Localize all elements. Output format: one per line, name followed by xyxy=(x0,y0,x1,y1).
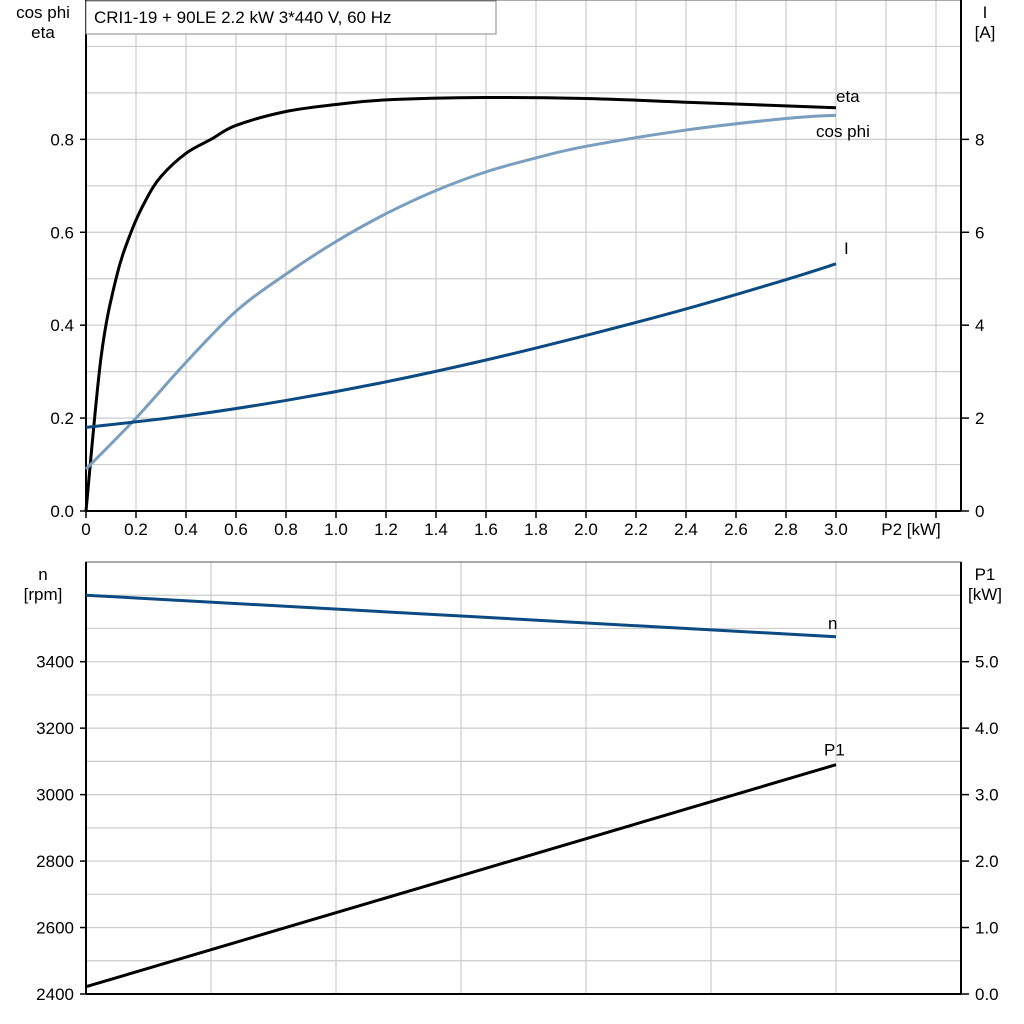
x-tick-label: 2.0 xyxy=(574,520,598,539)
x-tick-label: 0.6 xyxy=(224,520,248,539)
y-right-tick-label: 5.0 xyxy=(975,653,999,672)
y-right-tick-label: 1.0 xyxy=(975,919,999,938)
x-tick-label: 2.4 xyxy=(674,520,698,539)
x-tick-label: 1.4 xyxy=(424,520,448,539)
y-right-tick-label: 8 xyxy=(975,130,984,149)
title-box xyxy=(85,0,497,35)
y-right-tick-label: 4.0 xyxy=(975,719,999,738)
y-right-tick-label: 6 xyxy=(975,223,984,242)
x-tick-label: 2.8 xyxy=(774,520,798,539)
y-left-tick-label: 2600 xyxy=(36,919,74,938)
y-right-tick-label: 4 xyxy=(975,316,984,335)
y-right-axis-label: [kW] xyxy=(968,585,1002,604)
y-left-tick-label: 3200 xyxy=(36,719,74,738)
y-right-axis-label: [A] xyxy=(975,23,996,42)
series-line-n xyxy=(85,593,837,639)
y-left-axis-label: cos phi xyxy=(16,3,70,22)
y-left-tick-label: 0.2 xyxy=(50,409,74,428)
series-label-I: I xyxy=(844,239,849,258)
chart-title: CRI1-19 + 90LE 2.2 kW 3*440 V, 60 Hz xyxy=(94,8,392,27)
y-left-tick-label: 2800 xyxy=(36,852,74,871)
plot-frame xyxy=(85,0,962,512)
y-left-tick-label: 2400 xyxy=(36,985,74,1004)
y-right-tick-label: 3.0 xyxy=(975,786,999,805)
series-line-I xyxy=(85,262,837,429)
y-left-axis-label: n xyxy=(38,565,47,584)
y-left-tick-label: 3000 xyxy=(36,786,74,805)
x-tick-label: 0.2 xyxy=(124,520,148,539)
x-axis-label: P2 [kW] xyxy=(881,520,941,539)
x-tick-label: 0.8 xyxy=(274,520,298,539)
y-right-tick-label: 2.0 xyxy=(975,852,999,871)
y-right-tick-label: 2 xyxy=(975,409,984,428)
series-line-P1 xyxy=(85,763,837,989)
series-label-P1: P1 xyxy=(824,741,845,760)
series-label-cos-phi: cos phi xyxy=(816,122,870,141)
y-right-tick-label: 0 xyxy=(975,502,984,521)
series-line-eta xyxy=(84,95,837,512)
series-label-eta: eta xyxy=(836,87,860,106)
y-left-tick-label: 0.8 xyxy=(50,130,74,149)
y-right-axis-label: I xyxy=(983,3,988,22)
x-tick-label: 1.2 xyxy=(374,520,398,539)
y-left-tick-label: 0.4 xyxy=(50,316,74,335)
y-left-tick-label: 0.6 xyxy=(50,223,74,242)
series-line-cos-phi xyxy=(84,113,837,471)
y-left-tick-label: 0.0 xyxy=(50,502,74,521)
x-tick-label: 0 xyxy=(81,520,90,539)
x-tick-label: 2.6 xyxy=(724,520,748,539)
x-tick-label: 2.2 xyxy=(624,520,648,539)
x-tick-label: 1.6 xyxy=(474,520,498,539)
series-label-n: n xyxy=(828,614,837,633)
y-right-axis-label: P1 xyxy=(975,565,996,584)
x-tick-label: 0.4 xyxy=(174,520,198,539)
y-left-axis-label: eta xyxy=(31,23,55,42)
y-right-tick-label: 0.0 xyxy=(975,985,999,1004)
x-tick-label: 1.8 xyxy=(524,520,548,539)
x-tick-label: 3.0 xyxy=(824,520,848,539)
y-left-axis-label: [rpm] xyxy=(24,585,63,604)
x-tick-label: 1.0 xyxy=(324,520,348,539)
y-left-tick-label: 3400 xyxy=(36,653,74,672)
